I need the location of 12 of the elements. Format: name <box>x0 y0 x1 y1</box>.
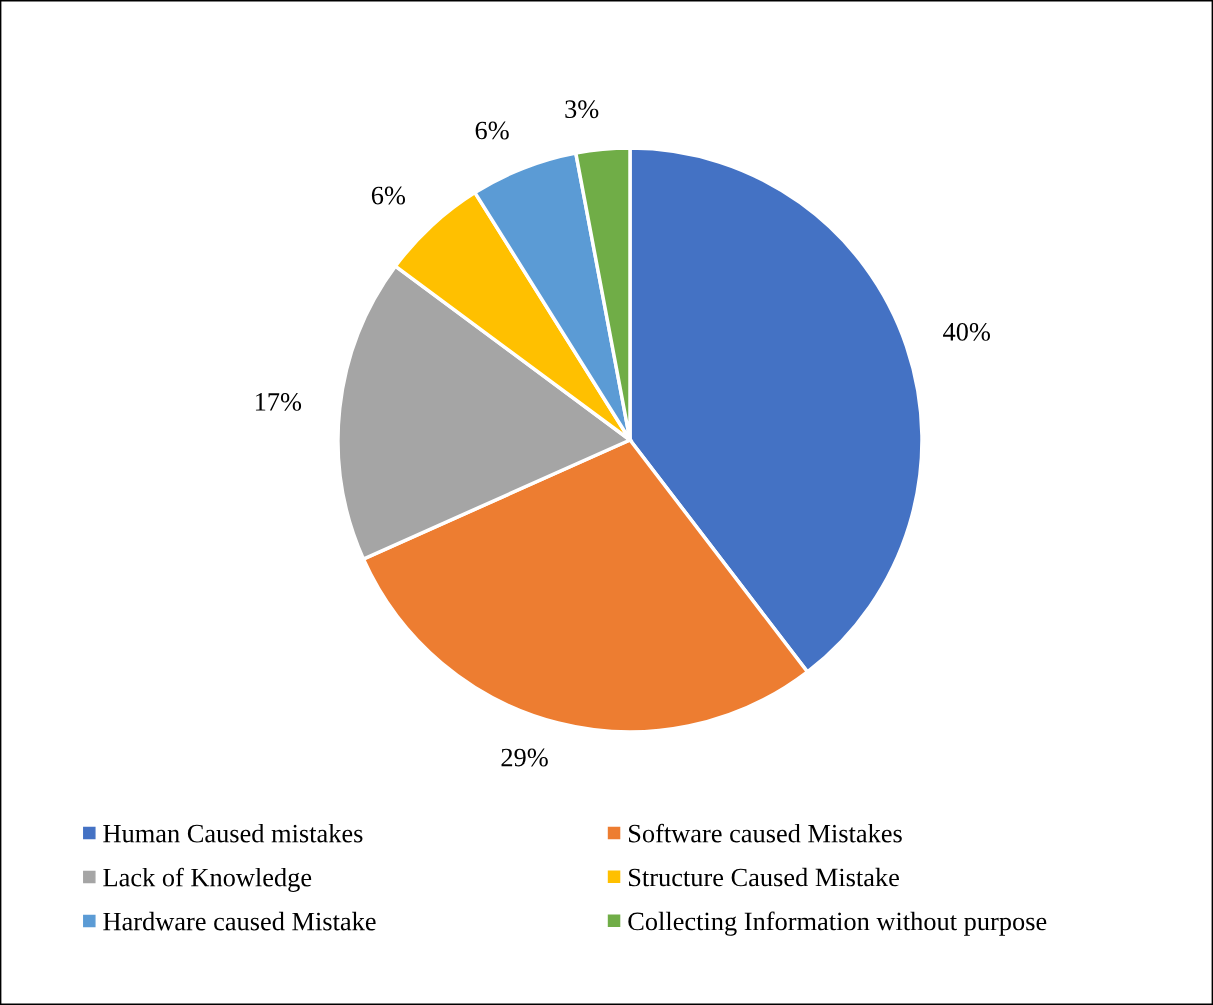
legend-label: Software caused Mistakes <box>629 823 902 843</box>
data-label: 6% <box>371 186 406 205</box>
data-label: 3% <box>565 100 599 119</box>
data-label: 6% <box>475 121 509 140</box>
legend-label: Collecting Information without purpose <box>628 911 1047 936</box>
data-label: 29% <box>501 748 548 767</box>
data-label: 17% <box>255 392 302 411</box>
legend-label: Human Caused mistakes <box>103 823 363 843</box>
data-label: 40% <box>943 322 990 341</box>
legend-label: Hardware caused Mistake <box>103 911 376 931</box>
legend-label: Lack of Knowledge <box>103 867 312 892</box>
legend-label: Structure Caused Mistake <box>629 867 899 887</box>
